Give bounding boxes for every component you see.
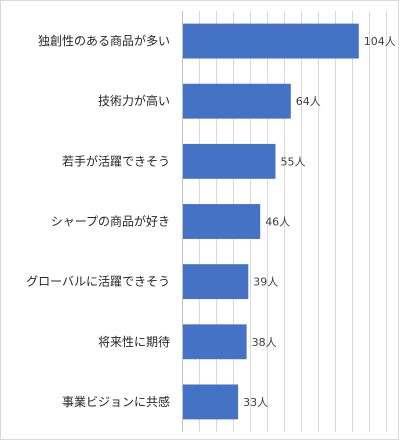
bar <box>183 83 291 119</box>
data-label: 46人 <box>265 216 290 229</box>
category-label: グローバルに活躍できそう <box>26 275 170 289</box>
category-label: 技術力が高い <box>98 93 170 108</box>
data-label: 55人 <box>281 155 306 168</box>
data-label: 33人 <box>243 396 268 409</box>
bar <box>183 23 359 59</box>
category-label: 若手が活躍できそう <box>62 153 170 168</box>
bar <box>183 324 247 360</box>
category-label: 将来性に期待 <box>98 335 170 349</box>
bar <box>183 204 261 239</box>
category-label: シャープの商品が好き <box>51 214 170 229</box>
category-labels: 独創性のある商品が多い技術力が高い若手が活躍できそうシャープの商品が好きグローバ… <box>26 33 170 409</box>
bar <box>183 384 239 420</box>
data-label: 38人 <box>252 336 277 349</box>
data-label: 104人 <box>364 35 396 48</box>
category-label: 事業ビジョンに共感 <box>62 394 170 409</box>
data-labels: 104人 64人 55人 46人 39人 38人 33人 <box>243 35 396 409</box>
category-label: 独創性のある商品が多い <box>38 33 170 48</box>
bar <box>183 143 276 179</box>
data-label: 64人 <box>296 95 321 108</box>
bars <box>183 23 359 420</box>
gridlines <box>199 11 387 432</box>
bar <box>183 264 249 300</box>
data-label: 39人 <box>253 276 278 289</box>
